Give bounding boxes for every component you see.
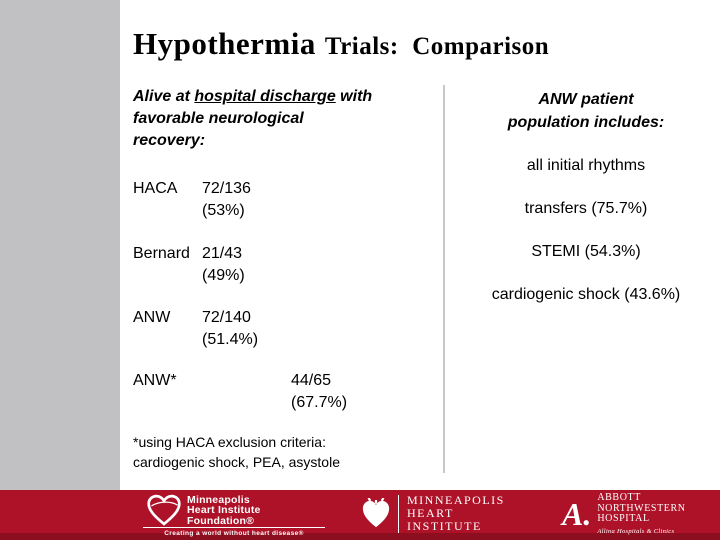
exclusion-footnote-line2: cardiogenic shock, PEA, asystole (133, 454, 340, 470)
mhi-logo-text: MINNEAPOLIS HEART INSTITUTE (407, 494, 505, 533)
population-item: transfers (75.7%) (524, 200, 648, 217)
results-heading-line2: favorable neurological (133, 110, 304, 127)
slide-title-sub: Trials: Comparison (324, 33, 550, 60)
mhif-tagline: Creating a world without heart disease® (143, 527, 325, 537)
results-heading-underlined: hospital discharge (194, 88, 336, 105)
anw-logo: A. ABBOTT NORTHWESTERN HOSPITAL Allina H… (562, 492, 686, 535)
heart-icon (362, 497, 390, 527)
population-heading-line1: ANW patient (538, 91, 634, 108)
mhif-line1: Minneapolis (187, 493, 250, 506)
population-item: cardiogenic shock (43.6%) (491, 286, 681, 303)
mhi-logo-separator (398, 494, 399, 533)
column-divider (443, 85, 445, 473)
trial-label: HACA (133, 180, 178, 197)
anw-logo-text: ABBOTT NORTHWESTERN HOSPITAL Allina Hosp… (597, 492, 686, 535)
trial-value: 72/140 (51.4%) (202, 307, 258, 351)
anw-tagline: Allina Hospitals & Clinics (597, 527, 675, 535)
footer-logo-bar (0, 490, 720, 540)
mhif-line3: Foundation® (187, 514, 255, 527)
trial-label: ANW (133, 309, 171, 326)
results-heading-prefix: Alive at (133, 88, 195, 105)
slide-title: Hypothermia Trials: Comparison (133, 26, 549, 62)
results-column: Alive at hospital discharge with favorab… (133, 86, 438, 472)
trial-ratio: 72/136 (202, 180, 251, 197)
mhi-logo: MINNEAPOLIS HEART INSTITUTE (361, 494, 505, 533)
anw-name: ABBOTT NORTHWESTERN HOSPITAL (597, 492, 686, 525)
allina-a-icon: A. (562, 495, 592, 532)
slide-title-main: Hypothermia (133, 26, 316, 61)
trial-row-anw-star: ANW* 44/65 (67.7%) (133, 370, 438, 414)
left-gray-band (0, 0, 120, 490)
mhif-logo-text: Minneapolis Heart Institute Foundation® (187, 495, 261, 527)
population-heading-line2: population includes: (507, 114, 665, 131)
results-heading-line3: recovery: (133, 132, 206, 149)
anw-line2: NORTHWESTERN (597, 502, 686, 514)
mhif-logo: Minneapolis Heart Institute Foundation® (146, 494, 261, 527)
trial-label: ANW* (133, 372, 177, 389)
trial-ratio: 72/140 (202, 309, 251, 326)
heart-outline-icon (147, 494, 181, 526)
anw-line1: ABBOTT (597, 492, 641, 503)
footer-bottom-strip (0, 533, 720, 540)
population-heading: ANW patient population includes: (455, 88, 717, 134)
trial-percent: (49%) (202, 267, 245, 284)
results-heading: Alive at hospital discharge with favorab… (133, 86, 438, 152)
trial-row-bernard: Bernard 21/43 (49%) (133, 243, 438, 287)
population-column: ANW patient population includes: all ini… (455, 88, 717, 306)
exclusion-footnote-line1: *using HACA exclusion criteria: (133, 434, 326, 450)
anw-line3: HOSPITAL (597, 513, 650, 524)
mhi-line3: INSTITUTE (407, 519, 482, 533)
trial-row-anw: ANW 72/140 (51.4%) (133, 307, 438, 351)
results-heading-suffix: with (335, 88, 373, 105)
trial-value: 72/136 (53%) (202, 178, 251, 222)
exclusion-footnote: *using HACA exclusion criteria: cardioge… (133, 432, 438, 472)
mhi-line2: HEART (407, 506, 454, 520)
trial-percent: (53%) (202, 202, 245, 219)
trial-value: 21/43 (49%) (202, 243, 245, 287)
trial-ratio: 21/43 (202, 245, 243, 262)
trial-label: Bernard (133, 245, 190, 262)
trial-percent: (51.4%) (202, 331, 259, 348)
trial-value: 44/65 (67.7%) (291, 370, 347, 414)
population-item: STEMI (54.3%) (531, 243, 641, 260)
mhi-line1: MINNEAPOLIS (407, 493, 505, 507)
trial-row-haca: HACA 72/136 (53%) (133, 178, 438, 222)
mhif-line2: Heart Institute (187, 504, 261, 517)
population-item: all initial rhythms (526, 157, 646, 174)
trial-percent: (67.7%) (291, 394, 348, 411)
trial-ratio: 44/65 (291, 372, 332, 389)
